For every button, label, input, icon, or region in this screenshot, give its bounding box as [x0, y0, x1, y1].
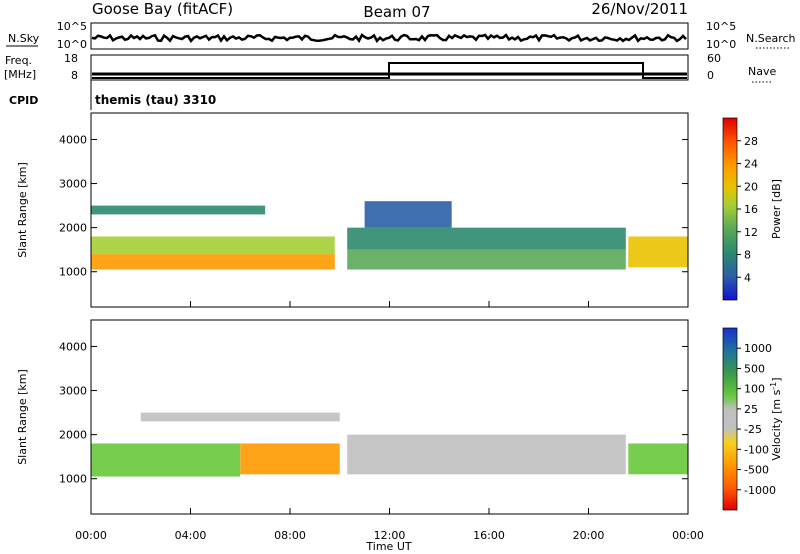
cbar-tick-label-0: 28: [744, 135, 758, 148]
ytick-label-2: 3000: [59, 178, 87, 191]
band-1: [240, 443, 340, 475]
power-heatmap: [91, 201, 688, 270]
time-xlabel: Time UT: [365, 540, 411, 553]
band-3: [347, 434, 626, 475]
ytick-label-1: 2000: [59, 222, 87, 235]
nsky-tick-bottom: 10^0: [57, 38, 87, 51]
xtick-label-0: 00:00: [75, 529, 107, 542]
power-yaxis: 1000 2000 3000 4000: [59, 133, 688, 279]
ytick-label-0: 1000: [59, 266, 87, 279]
nave-tick-bottom: 0: [707, 69, 714, 82]
power-colorbar: [722, 117, 738, 301]
ytick-label-3: 4000: [59, 340, 87, 353]
cbar-tick-label-1: 24: [744, 158, 758, 171]
band-0: [91, 443, 241, 477]
freq-label-1: Freq.: [5, 54, 32, 67]
velocity-colorbar: [722, 327, 738, 511]
beam-title: Beam 07: [363, 3, 430, 21]
cbar-tick-label-7: -1000: [744, 484, 776, 497]
cbar-tick-label-4: -25: [744, 423, 762, 436]
date-title: 26/Nov/2011: [591, 0, 688, 18]
nsky-label: N.Sky: [8, 32, 40, 45]
nave-trace: [92, 62, 687, 79]
band-2: [140, 412, 340, 422]
cbar-tick-label-6: 4: [744, 271, 751, 284]
velocity-colorbar-label: Velocity [m s-1]: [769, 377, 784, 460]
nave-label: Nave: [748, 65, 776, 78]
cbar-tick-label-5: -100: [744, 443, 769, 456]
velocity-ylabel: Slant Range [km]: [16, 369, 29, 465]
velocity-heatmap: [91, 412, 688, 477]
xtick-label-6: 00:00: [672, 529, 704, 542]
cbar-tick-label-3: 25: [744, 403, 758, 416]
nsky-tick-top: 10^5: [57, 20, 87, 33]
cbar-tick-label-1: 500: [744, 362, 765, 375]
xtick-label-2: 08:00: [274, 529, 306, 542]
nsearch-tick-bottom: 10^0: [706, 38, 736, 51]
power-colorbar-ticks: 28 24 20 16 12 8 4: [737, 135, 758, 284]
nsearch-tick-top: 10^5: [706, 20, 736, 33]
band-5: [364, 201, 452, 228]
cbar-tick-label-6: -500: [744, 464, 769, 477]
xtick-label-4: 16:00: [473, 529, 505, 542]
freq-panel: [90, 54, 689, 81]
xtick-label-3: 12:00: [374, 529, 406, 542]
freq-tick-bottom: 8: [71, 69, 78, 82]
xtick-label-1: 04:00: [175, 529, 207, 542]
band-2: [91, 205, 266, 215]
band-6: [628, 236, 688, 268]
band-4: [628, 443, 688, 475]
cbar-tick-label-5: 8: [744, 249, 751, 262]
band-4: [347, 227, 626, 250]
velocity-yaxis: 1000 2000 3000 4000: [59, 340, 688, 486]
band-0: [91, 254, 335, 270]
xtick-label-5: 20:00: [573, 529, 605, 542]
cpid-value: themis (tau) 3310: [95, 93, 216, 107]
band-1: [91, 236, 335, 255]
power-ylabel: Slant Range [km]: [16, 162, 29, 258]
cbar-tick-label-3: 16: [744, 203, 758, 216]
nsky-panel: [90, 22, 689, 50]
band-3: [347, 249, 626, 270]
nsky-trace: [91, 33, 687, 44]
power-colorbar-label: Power [dB]: [770, 179, 783, 239]
cbar-tick-label-4: 12: [744, 226, 758, 239]
ytick-label-1: 2000: [59, 429, 87, 442]
nsearch-label: N.Search: [746, 32, 796, 45]
freq-tick-top: 18: [64, 52, 78, 65]
cbar-tick-label-2: 20: [744, 180, 758, 193]
ytick-label-2: 3000: [59, 385, 87, 398]
ytick-label-3: 4000: [59, 133, 87, 146]
cbar-tick-label-2: 100: [744, 383, 765, 396]
cbar-tick-label-0: 1000: [744, 342, 772, 355]
time-xaxis: 00:00 04:00 08:00 12:00 16:00 20:00 00:00: [75, 301, 704, 542]
freq-label-2: [MHz]: [4, 68, 36, 81]
station-title: Goose Bay (fitACF): [92, 0, 233, 18]
velocity-colorbar-ticks: 1000 500 100 25 -25 -100 -500 -1000: [737, 342, 776, 497]
cpid-label: CPID: [9, 94, 38, 107]
nave-tick-top: 60: [707, 52, 721, 65]
ytick-label-0: 1000: [59, 473, 87, 486]
